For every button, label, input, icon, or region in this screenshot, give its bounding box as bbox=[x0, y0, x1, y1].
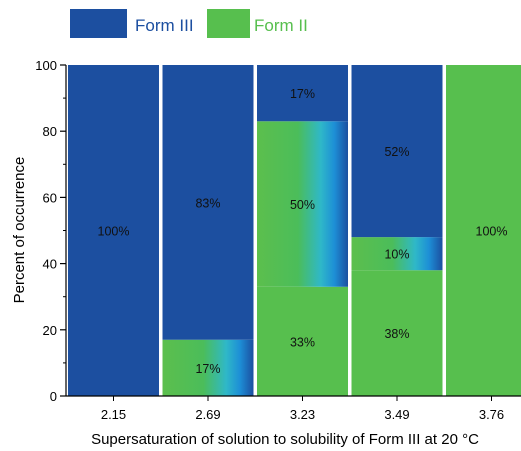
bar-segment-3.49-1 bbox=[351, 237, 443, 271]
y-tick-label: 20 bbox=[43, 323, 57, 338]
segment-label: 17% bbox=[195, 362, 220, 376]
y-tick-label: 60 bbox=[43, 190, 57, 205]
x-tick-label: 3.76 bbox=[479, 407, 504, 422]
y-tick-label: 80 bbox=[43, 124, 57, 139]
y-tick-label: 100 bbox=[35, 58, 57, 73]
segment-label: 100% bbox=[476, 225, 508, 239]
legend-swatch-form-iii bbox=[70, 9, 127, 38]
y-tick-label: 40 bbox=[43, 257, 57, 272]
bar-segment-2.15-0 bbox=[68, 65, 159, 396]
y-tick-label: 0 bbox=[50, 389, 57, 404]
bar-segment-3.49-2 bbox=[351, 65, 443, 238]
segment-label: 83% bbox=[195, 196, 220, 210]
segment-labels-group: 100% 17% 83% 33% 50% 17% 38% 10% 52% 100% bbox=[98, 87, 508, 376]
x-axis-title: Supersaturation of solution to solubilit… bbox=[91, 431, 479, 448]
x-tick-label: 2.15 bbox=[101, 407, 126, 422]
legend: Form III Form II bbox=[70, 9, 308, 38]
y-axis-title: Percent of occurrence bbox=[11, 157, 28, 304]
bar-segment-2.69-0 bbox=[162, 339, 254, 396]
bar-segment-3.23-2 bbox=[257, 65, 348, 122]
bars-group bbox=[68, 65, 521, 396]
bar-segment-3.23-1 bbox=[257, 121, 348, 287]
bar-segment-3.49-0 bbox=[351, 270, 443, 396]
bar-segment-3.76-0 bbox=[446, 65, 521, 396]
x-tick-label: 3.49 bbox=[384, 407, 409, 422]
segment-label: 50% bbox=[290, 198, 315, 212]
bar-segment-2.69-1 bbox=[162, 65, 254, 340]
y-ticks-group: 0 20 40 60 80 100 bbox=[35, 58, 66, 404]
legend-label-form-ii: Form II bbox=[254, 16, 308, 35]
segment-label: 17% bbox=[290, 87, 315, 101]
segment-label: 38% bbox=[384, 327, 409, 341]
legend-label-form-iii: Form III bbox=[135, 16, 194, 35]
segment-label: 52% bbox=[384, 145, 409, 159]
segment-label: 33% bbox=[290, 335, 315, 349]
segment-label: 10% bbox=[384, 248, 409, 262]
bar-segment-3.23-0 bbox=[257, 286, 348, 396]
x-ticks-group: 2.15 2.69 3.23 3.49 3.76 bbox=[101, 396, 504, 422]
x-tick-label: 3.23 bbox=[290, 407, 315, 422]
legend-swatch-form-ii bbox=[207, 9, 250, 38]
x-tick-label: 2.69 bbox=[195, 407, 220, 422]
segment-label: 100% bbox=[98, 225, 130, 239]
